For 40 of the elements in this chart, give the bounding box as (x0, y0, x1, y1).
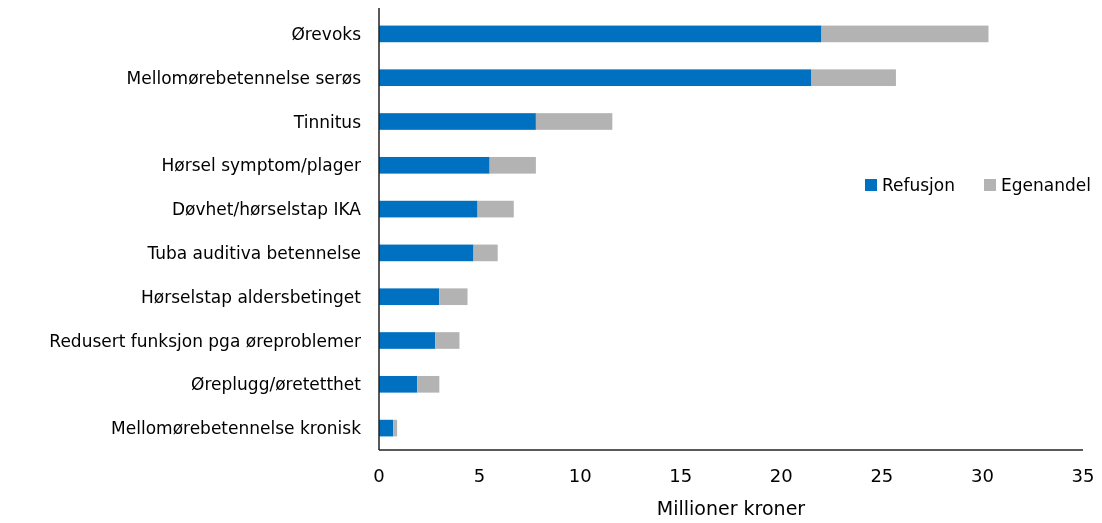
bar (473, 244, 498, 262)
bar (535, 113, 613, 130)
bar (379, 244, 474, 262)
y-tick-label: Øreplugg/øretetthet (191, 374, 362, 395)
bar (379, 69, 812, 87)
bar (379, 375, 418, 393)
bar (489, 156, 536, 174)
x-tick-label: 25 (870, 465, 894, 486)
y-tick-label: Mellomørebetennelse serøs (126, 67, 362, 88)
x-tick-label: 30 (970, 465, 994, 486)
bar (379, 113, 536, 130)
x-tick-label: 5 (473, 465, 486, 486)
bar (379, 200, 478, 218)
bar (417, 375, 440, 393)
x-tick-label: 20 (769, 465, 793, 486)
legend-label: Refusjon (882, 175, 956, 195)
x-tick-label: 35 (1071, 465, 1095, 486)
bar (477, 200, 514, 218)
x-tick-label: 0 (373, 465, 385, 486)
x-tick-label: 10 (568, 465, 592, 486)
x-axis-title: Millioner kroner (656, 497, 806, 519)
y-tick-label: Ørevoks (291, 23, 362, 44)
x-tick-label: 15 (669, 465, 693, 486)
bar (379, 332, 436, 349)
y-tick-label: Hørsel symptom/plager (161, 155, 361, 176)
bar (393, 419, 398, 437)
bar (379, 156, 490, 174)
y-tick-label: Redusert funksjon pga øreproblemer (49, 330, 362, 351)
bar (821, 25, 989, 43)
bar (811, 69, 896, 87)
y-tick-label: Hørselstap aldersbetinget (141, 286, 362, 307)
y-tick-label: Tuba auditiva betennelse (146, 242, 361, 263)
legend-label: Egenandel (1001, 175, 1091, 195)
y-tick-label: Døvhet/hørselstap IKA (171, 199, 362, 220)
bar (379, 288, 440, 306)
bar (379, 25, 822, 43)
bar (435, 332, 460, 349)
y-tick-label: Mellomørebetennelse kronisk (111, 418, 362, 439)
bar (439, 288, 468, 306)
y-tick-label: Tinnitus (292, 111, 362, 132)
